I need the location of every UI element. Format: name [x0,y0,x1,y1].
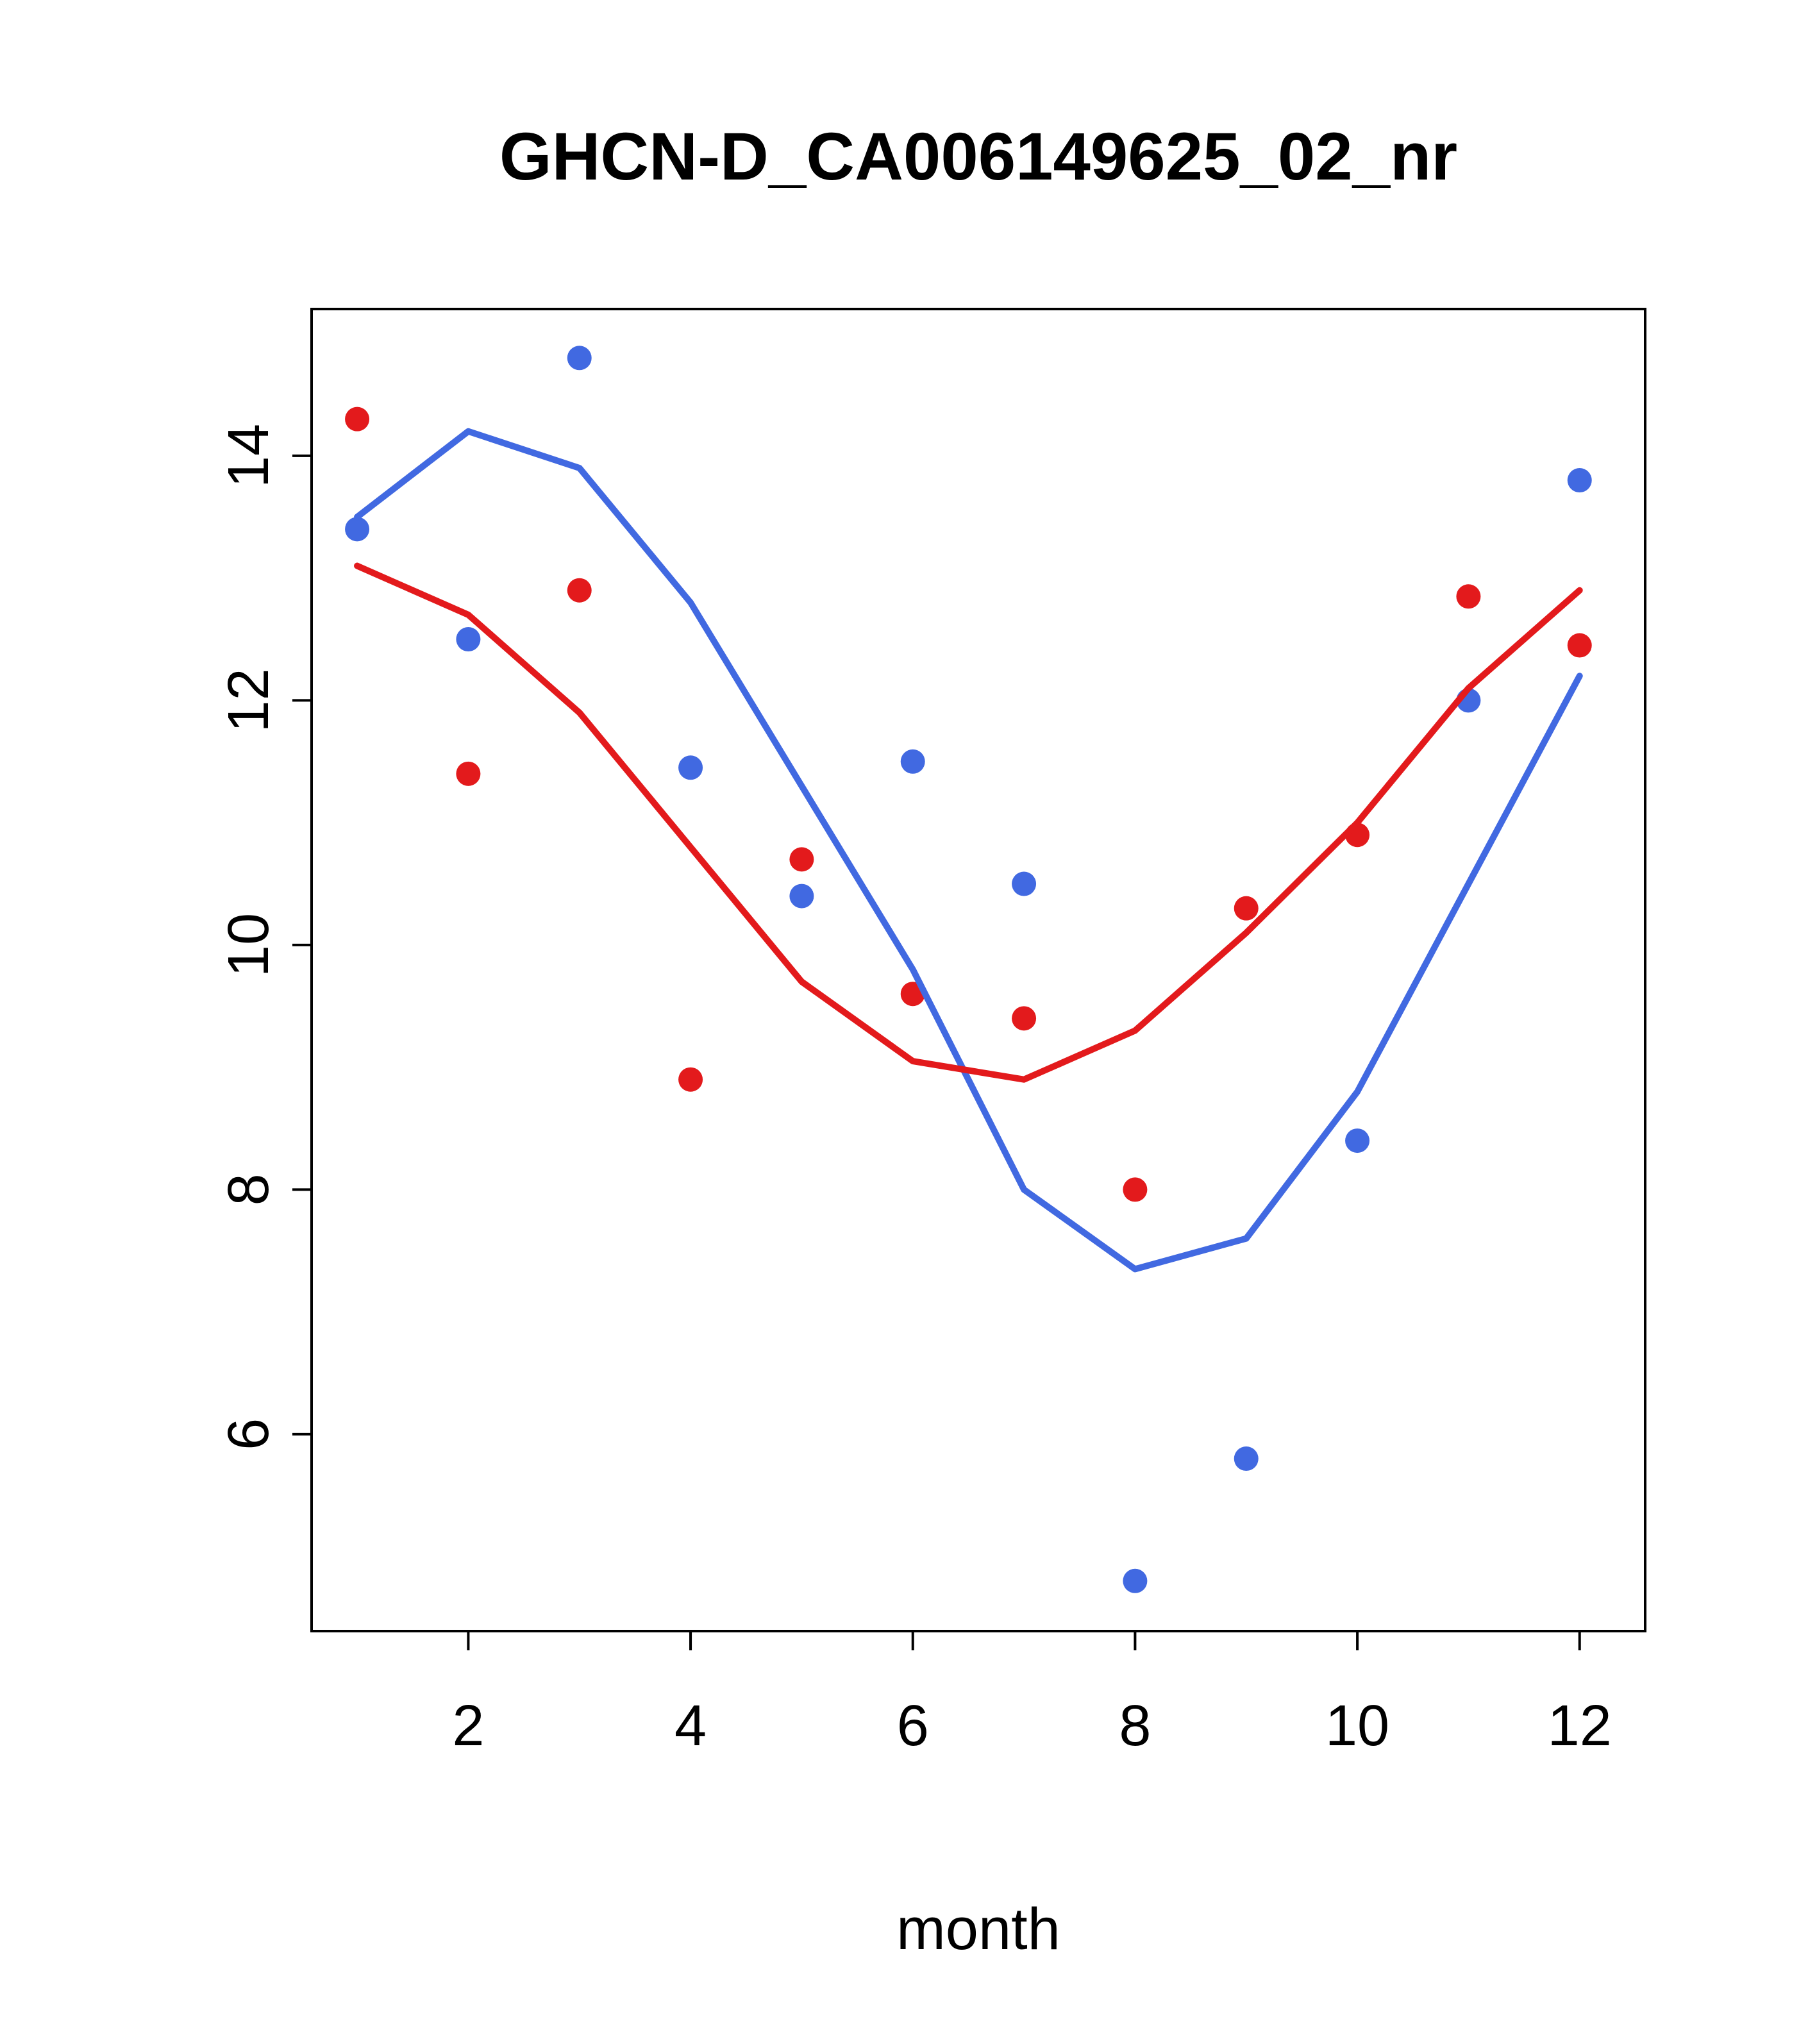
y-tick-label: 6 [217,1418,281,1450]
blue-point [1345,1128,1370,1153]
x-tick-label: 2 [452,1694,484,1758]
blue-point [567,346,592,371]
y-tick-label: 14 [217,424,281,488]
blue-point [456,627,481,652]
red-point [1456,584,1481,609]
y-tick-label: 8 [217,1173,281,1205]
x-tick-label: 8 [1119,1694,1151,1758]
blue-point [1012,871,1037,896]
red-point [456,761,481,786]
red-point [678,1067,703,1092]
red-point [567,578,592,603]
blue-point [1234,1446,1259,1471]
blue-point [1567,468,1592,493]
red-trend-line [354,562,1583,1083]
blue-point [1123,1568,1148,1593]
y-tick-label: 12 [217,668,281,732]
plot-content: 2 4 6 8 10 12 6 8 10 12 14 [217,346,1612,1758]
x-tick-label: 6 [897,1694,929,1758]
red-point [345,406,370,431]
red-point [1234,896,1259,921]
red-point [789,847,814,872]
blue-point [789,884,814,909]
blue-point [345,517,370,542]
x-tick-label: 4 [674,1694,707,1758]
x-axis-label: month [896,1897,1060,1962]
plot-border [310,308,1646,1632]
blue-point [900,749,925,774]
red-point [1567,633,1592,658]
blue-trend-line [354,428,1583,1273]
x-tick-label: 12 [1548,1694,1612,1758]
blue-point [678,755,703,780]
x-tick-label: 10 [1325,1694,1389,1758]
chart-title: GHCN-D_CA006149625_02_nr [499,119,1457,194]
red-point [1123,1177,1148,1202]
red-point [1012,1006,1037,1031]
y-tick-label: 10 [217,913,281,977]
